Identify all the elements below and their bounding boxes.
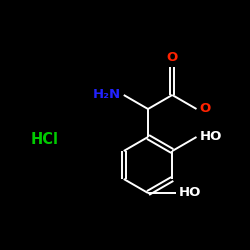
Text: O: O xyxy=(200,102,211,116)
Text: HCl: HCl xyxy=(31,132,59,148)
Text: H₂N: H₂N xyxy=(93,88,121,102)
Text: O: O xyxy=(166,51,178,64)
Text: HO: HO xyxy=(179,186,202,200)
Text: HO: HO xyxy=(200,130,222,143)
